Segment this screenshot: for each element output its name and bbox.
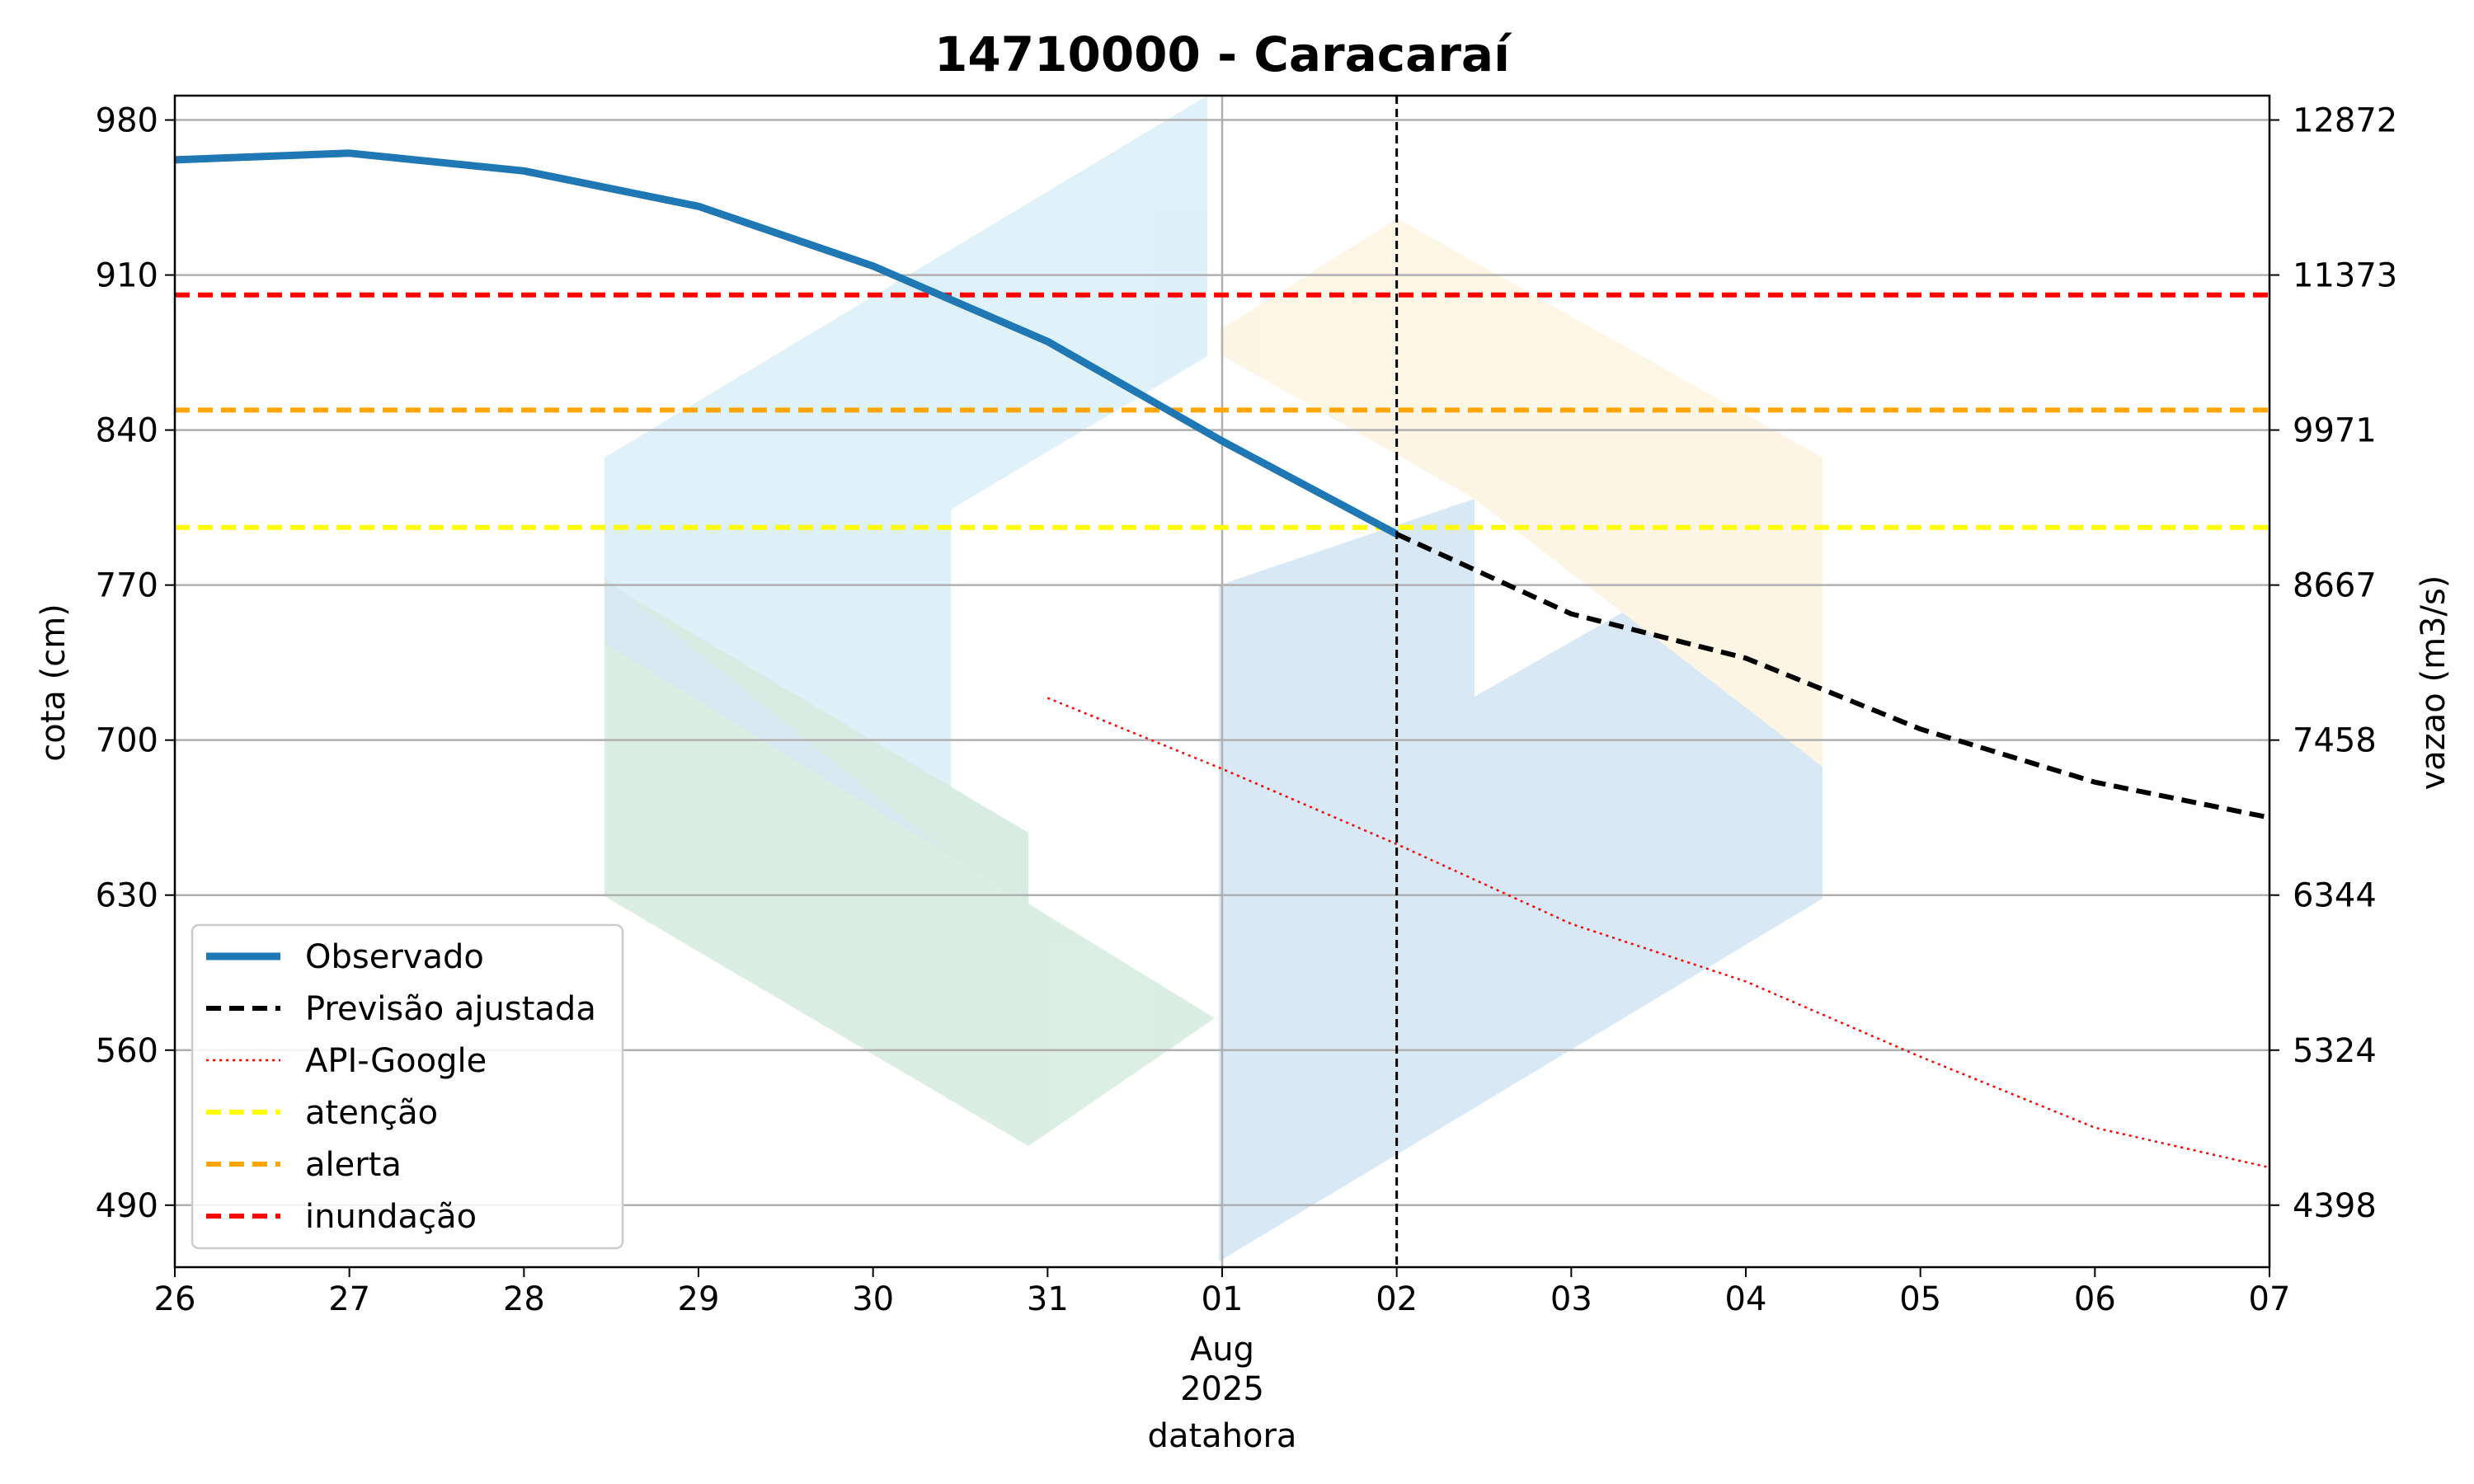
- y-tick-label: 490: [96, 1187, 158, 1225]
- series-layer: [174, 149, 2270, 1169]
- x-tick-label: 28: [503, 1280, 545, 1318]
- y-right-tick-label: 8667: [2293, 567, 2377, 605]
- y-right-tick-label: 9971: [2293, 412, 2377, 450]
- legend-label: API-Google: [305, 1042, 487, 1080]
- y-axis-label-right: vazao (m3/s): [2415, 575, 2453, 791]
- y-tick-label: 770: [96, 567, 158, 605]
- y-tick-label: 910: [96, 257, 158, 295]
- series-previs-o-ajustada-line: [1395, 532, 2270, 820]
- legend-label: Observado: [305, 938, 484, 976]
- y-axis-label-left: cota (cm): [35, 603, 73, 762]
- x-tick-label: 05: [1899, 1280, 1941, 1318]
- y-right-tick-label: 6344: [2293, 877, 2377, 915]
- legend-label: inundação: [305, 1198, 477, 1236]
- x-year-label: 2025: [1180, 1370, 1264, 1408]
- x-tick-label: 06: [2074, 1280, 2116, 1318]
- x-tick-label: 27: [328, 1280, 370, 1318]
- y-right-tick-label: 11373: [2293, 257, 2397, 295]
- y-right-axis-ticks: 4398 5324 6344 7458 8667 9971 11373 12872: [2269, 102, 2397, 1225]
- y-right-tick-label: 5324: [2293, 1032, 2377, 1070]
- y-right-tick-label: 12872: [2293, 102, 2397, 140]
- y-tick-label: 840: [96, 412, 158, 450]
- x-tick-label: 29: [678, 1280, 720, 1318]
- y-right-tick-label: 7458: [2293, 722, 2377, 760]
- y-tick-label: 700: [96, 722, 158, 760]
- legend-label: Previsão ajustada: [305, 990, 596, 1028]
- x-tick-label: 04: [1725, 1280, 1767, 1318]
- legend-box: [190, 923, 624, 1250]
- x-axis-label: datahora: [1148, 1417, 1297, 1455]
- x-month-label: Aug: [1190, 1331, 1254, 1369]
- legend-label: alerta: [305, 1146, 402, 1184]
- series-api-google-line: [1047, 697, 2270, 1169]
- x-tick-label: 03: [1550, 1280, 1592, 1318]
- x-tick-label: 02: [1376, 1280, 1418, 1318]
- watermark-logo: [604, 96, 1823, 1261]
- y-tick-label: 630: [96, 877, 158, 915]
- x-tick-label: 01: [1202, 1280, 1244, 1318]
- y-tick-label: 980: [96, 102, 158, 140]
- legend: Observado Previsão ajustada API-Google aten…: [190, 923, 624, 1250]
- legend-label: atenção: [305, 1094, 438, 1132]
- series-observado-line: [174, 149, 1399, 538]
- y-tick-label: 560: [96, 1032, 158, 1070]
- y-right-tick-label: 4398: [2293, 1187, 2377, 1225]
- x-axis-ticks: 26 27 28 29 30 31 01 02 03 04 05 06 07: [154, 1267, 2291, 1318]
- chart-title: 14710000 - Caracaraí: [934, 26, 1512, 82]
- y-left-axis-ticks: 490 560 630 700 770 840 910 980: [96, 102, 175, 1225]
- x-tick-label: 26: [154, 1280, 196, 1318]
- x-tick-label: 07: [2249, 1280, 2291, 1318]
- x-tick-label: 31: [1027, 1280, 1069, 1318]
- x-tick-label: 30: [852, 1280, 894, 1318]
